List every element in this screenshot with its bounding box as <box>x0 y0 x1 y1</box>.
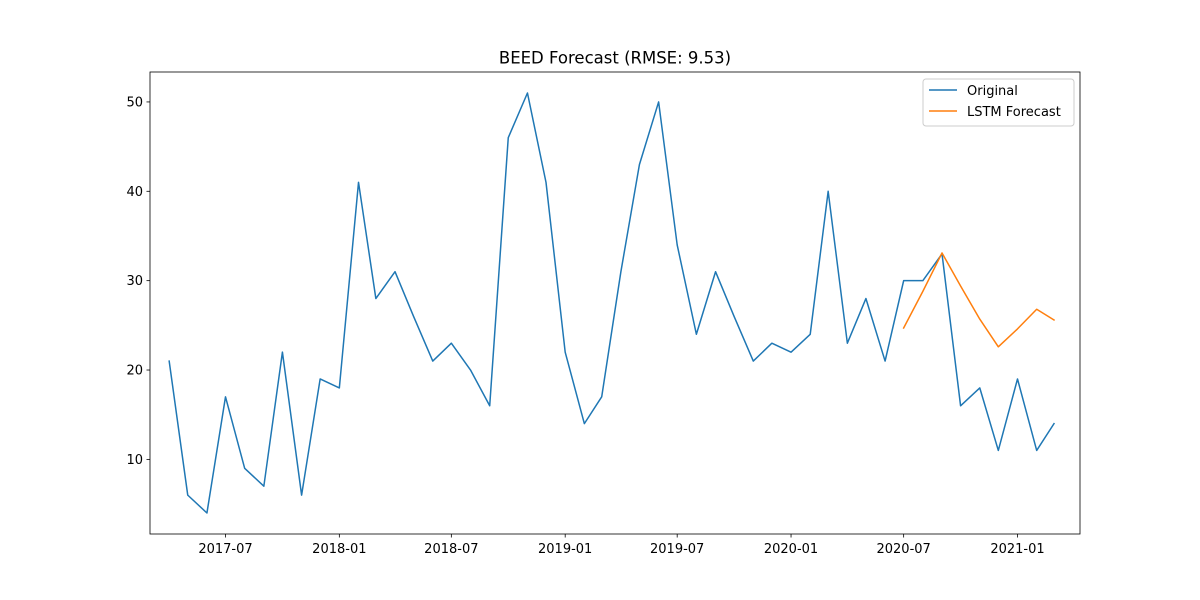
series-line-original <box>168 92 1056 514</box>
chart-title: BEED Forecast (RMSE: 9.53) <box>499 49 731 68</box>
legend: Original LSTM Forecast <box>922 78 1075 127</box>
legend-box <box>922 78 1075 127</box>
x-tick-label: 2017-07 <box>198 542 252 557</box>
x-tick-label: 2021-01 <box>990 542 1044 557</box>
y-axis: 10 20 30 40 50 <box>126 95 150 468</box>
series-layer <box>168 92 1056 514</box>
series-line-lstm-forecast <box>902 252 1056 348</box>
x-axis: 2017-07 2018-01 2018-07 2019-01 2019-07 2020-… <box>198 534 1045 557</box>
x-tick-label: 2018-01 <box>312 542 366 557</box>
x-tick-label: 2019-01 <box>538 542 592 557</box>
x-tick-label: 2019-07 <box>650 542 704 557</box>
y-tick-label: 50 <box>126 95 143 110</box>
legend-label-original: Original <box>967 84 1018 99</box>
y-tick-label: 20 <box>126 364 143 379</box>
y-tick-label: 40 <box>126 185 143 200</box>
x-tick-label: 2020-01 <box>764 542 818 557</box>
x-tick-label: 2020-07 <box>876 542 930 557</box>
y-tick-label: 10 <box>126 453 143 468</box>
x-tick-label: 2018-07 <box>424 542 478 557</box>
plot-frame <box>149 71 1081 535</box>
y-tick-label: 30 <box>126 274 143 289</box>
legend-label-lstm-forecast: LSTM Forecast <box>967 105 1061 120</box>
